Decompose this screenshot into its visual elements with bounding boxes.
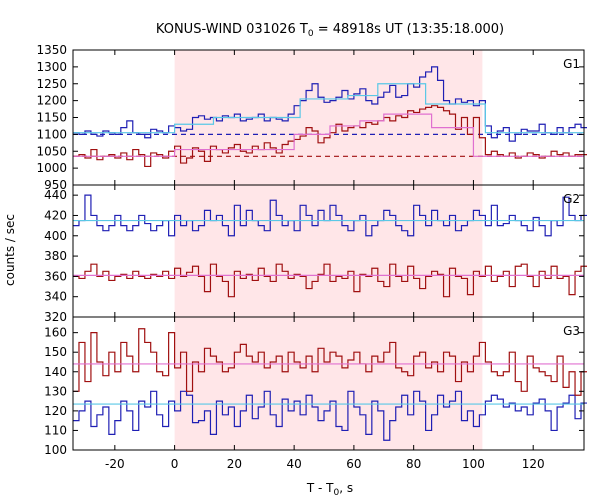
- y-tick-label: 420: [44, 208, 67, 222]
- y-tick-label: 1250: [36, 77, 67, 91]
- panels-group: 95010001050110011501200125013001350G1320…: [36, 43, 587, 471]
- x-tick-label: 120: [522, 457, 545, 471]
- y-tick-label: 1050: [36, 144, 67, 158]
- series-red-line: [73, 328, 587, 396]
- x-tick-label: 40: [286, 457, 301, 471]
- xlabel-subscript: 0: [334, 488, 340, 498]
- y-tick-label: 1300: [36, 60, 67, 74]
- panel-label: G3: [563, 324, 580, 338]
- y-tick-label: 100: [44, 443, 67, 457]
- y-tick-label: 360: [44, 269, 67, 283]
- x-tick-label: -20: [105, 457, 125, 471]
- panel-frame: [72, 316, 585, 451]
- x-axis-label: T - T0, s: [306, 481, 353, 498]
- y-tick-label: 1000: [36, 161, 67, 175]
- x-tick-label: 80: [406, 457, 421, 471]
- x-tick-label: 60: [346, 457, 361, 471]
- y-tick-label: 340: [44, 290, 67, 304]
- y-tick-label: 140: [44, 365, 67, 379]
- panel-label: G2: [563, 192, 580, 206]
- shaded-interval: [174, 317, 483, 450]
- x-tick-label: 100: [462, 457, 485, 471]
- title-main: KONUS-WIND 031026 T: [156, 22, 308, 37]
- panel-g2: 320 340 360 380 400 420 440 G2: [44, 184, 587, 324]
- y-tick-label: 130: [44, 384, 67, 398]
- y-tick-label: 150: [44, 345, 67, 359]
- xlabel-main: T - T: [306, 481, 334, 495]
- shaded-interval: [174, 185, 483, 317]
- x-tick-label: 20: [227, 457, 242, 471]
- y-tick-label: 380: [44, 249, 67, 263]
- panel-g1: 950 1000 1050 1100 1150 1200 1250 1300 1350 G1: [36, 43, 587, 192]
- fit-curve-cyan_fit: [73, 83, 584, 134]
- y-tick-label: 1200: [36, 94, 67, 108]
- y-tick-label: 110: [44, 423, 67, 437]
- y-tick-label: 160: [44, 326, 67, 340]
- y-tick-label: 1150: [36, 111, 67, 125]
- title-rest: = 48918s UT (13:35:18.000): [314, 22, 504, 37]
- series-red-line: [73, 263, 587, 298]
- y-tick-label: 1100: [36, 127, 67, 141]
- series-red-line: [73, 105, 587, 168]
- series-blue-line: [73, 390, 587, 441]
- fit-curve-pink_fit: [73, 113, 584, 157]
- y-tick-label: 120: [44, 404, 67, 418]
- figure-title: KONUS-WIND 031026 T0 = 48918s UT (13:35:…: [156, 22, 504, 39]
- series-blue-line: [73, 194, 587, 237]
- title-subscript: 0: [308, 29, 314, 39]
- xlabel-rest: , s: [339, 481, 353, 495]
- y-tick-label: 320: [44, 310, 67, 324]
- x-tick-label: 0: [171, 457, 179, 471]
- y-tick-label: 950: [44, 178, 67, 192]
- panel-label: G1: [563, 57, 580, 71]
- y-tick-label: 400: [44, 229, 67, 243]
- y-tick-label: 1350: [36, 43, 67, 57]
- y-axis-label: counts / sec: [3, 214, 17, 286]
- y-tick-label: 440: [44, 188, 67, 202]
- panel-g3: 100 110 120 130 140 150 160 -20 0 20 40 60 80 100 120 G…: [44, 316, 587, 471]
